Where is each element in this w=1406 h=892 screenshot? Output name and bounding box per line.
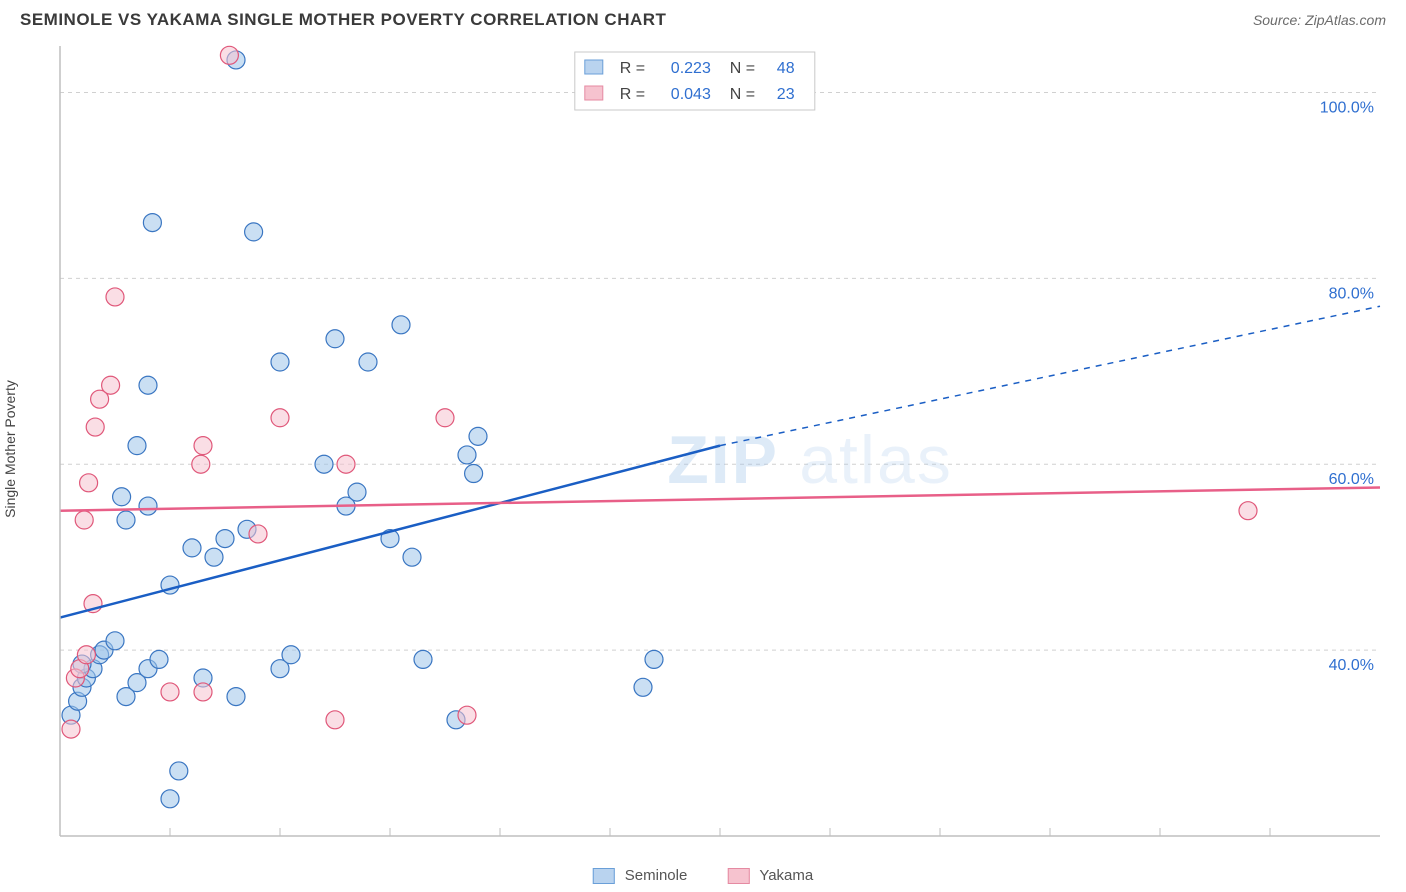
y-tick-label: 100.0% — [1320, 99, 1374, 116]
data-point-seminole — [143, 214, 161, 232]
data-point-seminole — [128, 437, 146, 455]
data-point-yakama — [80, 474, 98, 492]
data-point-seminole — [465, 465, 483, 483]
data-point-yakama — [220, 46, 238, 64]
data-point-seminole — [359, 353, 377, 371]
trendline-seminole-extrapolated — [720, 306, 1380, 445]
data-point-seminole — [150, 650, 168, 668]
data-point-seminole — [106, 632, 124, 650]
chart-title: SEMINOLE VS YAKAMA SINGLE MOTHER POVERTY… — [20, 10, 666, 30]
data-point-yakama — [102, 376, 120, 394]
data-point-yakama — [194, 437, 212, 455]
data-point-seminole — [403, 548, 421, 566]
legend-item-seminole: Seminole — [593, 867, 688, 884]
stats-r-value: 0.223 — [671, 60, 711, 77]
stats-swatch — [585, 86, 603, 100]
stats-swatch — [585, 60, 603, 74]
data-point-yakama — [106, 288, 124, 306]
legend-swatch-blue — [593, 868, 615, 884]
series-legend: Seminole Yakama — [593, 867, 813, 884]
data-point-seminole — [205, 548, 223, 566]
data-point-seminole — [227, 688, 245, 706]
data-point-yakama — [458, 706, 476, 724]
data-point-seminole — [458, 446, 476, 464]
data-point-seminole — [271, 353, 289, 371]
data-point-yakama — [337, 455, 355, 473]
trendline-seminole — [60, 446, 720, 618]
data-point-seminole — [183, 539, 201, 557]
data-point-seminole — [282, 646, 300, 664]
legend-label: Yakama — [759, 867, 813, 884]
stats-r-label: R = — [620, 86, 645, 103]
data-point-seminole — [414, 650, 432, 668]
data-point-yakama — [192, 455, 210, 473]
watermark-zip: ZIP — [667, 422, 779, 498]
data-point-seminole — [139, 497, 157, 515]
data-point-yakama — [194, 683, 212, 701]
data-point-seminole — [326, 330, 344, 348]
stats-r-label: R = — [620, 60, 645, 77]
data-point-yakama — [77, 646, 95, 664]
data-point-seminole — [216, 530, 234, 548]
data-point-seminole — [634, 678, 652, 696]
data-point-seminole — [348, 483, 366, 501]
data-point-yakama — [62, 720, 80, 738]
data-point-seminole — [113, 488, 131, 506]
stats-n-label: N = — [730, 86, 755, 103]
data-point-seminole — [139, 376, 157, 394]
data-point-yakama — [1239, 502, 1257, 520]
data-point-yakama — [436, 409, 454, 427]
legend-label: Seminole — [625, 867, 688, 884]
data-point-yakama — [161, 683, 179, 701]
data-point-yakama — [75, 511, 93, 529]
data-point-seminole — [245, 223, 263, 241]
data-point-yakama — [326, 711, 344, 729]
stats-n-value: 23 — [777, 86, 795, 103]
stats-r-value: 0.043 — [671, 86, 711, 103]
data-point-yakama — [86, 418, 104, 436]
stats-n-label: N = — [730, 60, 755, 77]
data-point-yakama — [249, 525, 267, 543]
data-point-seminole — [315, 455, 333, 473]
y-tick-label: 40.0% — [1329, 657, 1374, 674]
y-tick-label: 80.0% — [1329, 285, 1374, 302]
data-point-seminole — [117, 511, 135, 529]
chart-container: Single Mother Poverty ZIPatlas40.0%60.0%… — [20, 36, 1386, 846]
data-point-seminole — [469, 427, 487, 445]
data-point-seminole — [645, 650, 663, 668]
y-axis-label: Single Mother Poverty — [2, 380, 18, 518]
x-tick-label: 0.0% — [60, 845, 96, 846]
chart-header: SEMINOLE VS YAKAMA SINGLE MOTHER POVERTY… — [0, 0, 1406, 36]
watermark-atlas: atlas — [799, 422, 953, 498]
y-tick-label: 60.0% — [1329, 471, 1374, 488]
source-attribution: Source: ZipAtlas.com — [1253, 12, 1386, 28]
data-point-seminole — [170, 762, 188, 780]
data-point-yakama — [271, 409, 289, 427]
x-tick-label: 60.0% — [1351, 845, 1386, 846]
stats-n-value: 48 — [777, 60, 795, 77]
data-point-seminole — [392, 316, 410, 334]
data-point-seminole — [161, 790, 179, 808]
legend-item-yakama: Yakama — [727, 867, 813, 884]
scatter-chart: ZIP atlas 40.0% 60.0% 80.0% 100.0% 0.0% 60.0% R … — [20, 36, 1386, 846]
legend-swatch-pink — [727, 868, 749, 884]
